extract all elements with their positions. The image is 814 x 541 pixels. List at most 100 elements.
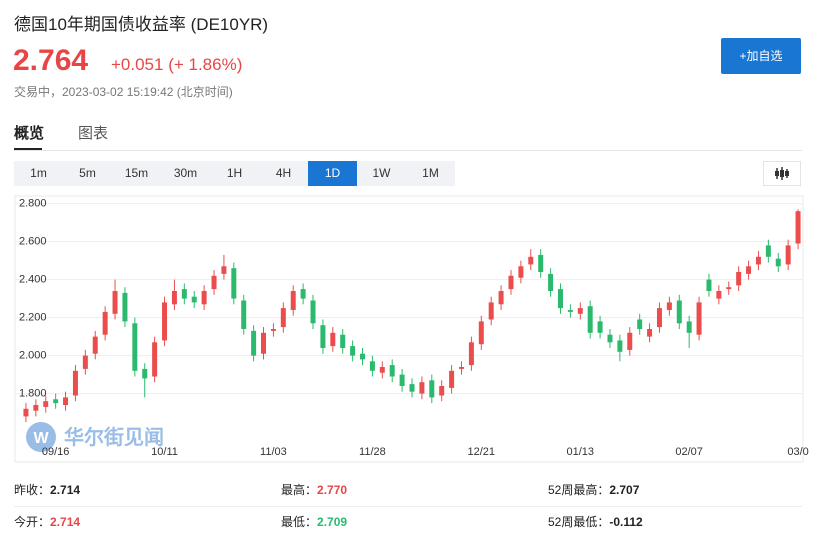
interval-button[interactable]: 5m — [79, 166, 96, 180]
candle-body — [389, 365, 395, 377]
stat-value: 2.714 — [50, 515, 81, 529]
candle-body — [488, 302, 494, 320]
interval-button[interactable]: 15m — [124, 166, 149, 180]
candle-body — [676, 300, 682, 324]
candle-body — [617, 340, 623, 352]
candle-body — [716, 291, 722, 299]
candle-body — [577, 308, 583, 314]
x-tick-label: 09/16 — [42, 446, 70, 458]
candle-body — [637, 319, 643, 329]
candle-body — [72, 370, 78, 396]
x-tick-label: 03/0 — [787, 446, 808, 458]
stat-label: 最低： — [281, 515, 318, 529]
stat-item: 52周最高：2.707 — [548, 481, 639, 498]
y-tick-label: 2.000 — [19, 350, 47, 362]
candle-body — [755, 256, 761, 265]
candle-body — [607, 334, 613, 343]
candle-body — [33, 405, 39, 411]
candle-icon — [775, 167, 789, 180]
stat-value: 2.770 — [317, 483, 348, 497]
interval-button[interactable]: 30m — [173, 166, 198, 180]
interval-button[interactable]: 1H — [226, 166, 243, 180]
candle-body — [409, 384, 415, 392]
candle-body — [340, 334, 346, 348]
candle-body — [320, 325, 326, 348]
stat-label: 52周最低： — [548, 515, 610, 529]
tab[interactable]: 概览 — [14, 125, 45, 142]
separator — [14, 506, 802, 507]
candle-body — [666, 302, 672, 310]
candle-body — [360, 353, 366, 360]
add-watchlist-button[interactable]: +加自选 — [721, 38, 801, 74]
candle-body — [478, 321, 484, 345]
x-tick-label: 10/11 — [151, 446, 178, 458]
candle-body — [330, 332, 336, 347]
candle-body — [548, 273, 554, 291]
candle-body — [241, 300, 247, 329]
candle-body — [23, 408, 29, 417]
candle-body — [270, 329, 276, 331]
candle-body — [399, 374, 405, 386]
x-tick-label: 01/13 — [567, 446, 595, 458]
candle-body — [775, 258, 781, 267]
stat-value: 2.714 — [50, 483, 81, 497]
y-tick-label: 2.600 — [19, 236, 47, 248]
candle-body — [557, 289, 563, 309]
candle-body — [122, 292, 128, 322]
candle-body — [785, 245, 791, 265]
candle-body — [587, 306, 593, 333]
candle-body — [765, 245, 771, 257]
stat-label: 52周最高： — [548, 483, 610, 497]
candle-body — [231, 268, 237, 299]
candle-body — [567, 310, 573, 312]
candle-body — [706, 279, 712, 291]
candle-body — [736, 272, 742, 286]
price: 2.764 — [13, 44, 89, 77]
candle-body — [92, 336, 98, 354]
candle-body — [310, 300, 316, 324]
candle-body — [191, 296, 197, 303]
grid — [15, 203, 803, 395]
candle-body — [726, 287, 732, 290]
interval-button[interactable]: 1m — [30, 166, 47, 180]
title: 德国10年期国债收益率 (DE10YR) — [14, 15, 269, 34]
watermark-logo: W — [26, 422, 56, 452]
stat-label: 最高： — [281, 483, 318, 497]
candle-body — [656, 308, 662, 328]
interval-button[interactable]: 1W — [372, 166, 391, 180]
interval-button[interactable]: 4H — [275, 166, 292, 180]
candle-body — [112, 291, 118, 314]
candle-body — [43, 401, 49, 407]
svg-text:W: W — [33, 430, 49, 447]
candle-body — [369, 361, 375, 371]
candle-body — [221, 266, 227, 274]
stat-item: 52周最低：-0.112 — [548, 513, 643, 530]
separator — [14, 150, 802, 151]
candle-body — [498, 291, 504, 305]
candle-body — [468, 342, 474, 366]
candle-body — [181, 289, 187, 299]
stat-label: 昨收： — [14, 483, 51, 497]
candle-body — [152, 342, 158, 377]
tab[interactable]: 图表 — [78, 125, 109, 142]
candle-body — [746, 266, 752, 274]
stat-value: 2.709 — [317, 515, 348, 529]
chart-type-button[interactable] — [763, 161, 801, 186]
interval-button[interactable]: 1M — [422, 166, 439, 180]
price-change: +0.051 (+ 1.86%) — [111, 55, 243, 74]
candle-body — [528, 256, 534, 265]
candle-body — [538, 254, 544, 272]
candle-body — [696, 302, 702, 335]
chart-frame — [14, 195, 804, 463]
x-tick-label: 11/28 — [359, 446, 386, 458]
candle-body — [795, 211, 801, 244]
candle-body — [162, 302, 168, 341]
interval-button[interactable]: 1D — [308, 161, 357, 186]
y-tick-label: 2.200 — [19, 312, 47, 324]
x-tick-label: 02/07 — [675, 446, 703, 458]
candle-body — [82, 355, 88, 369]
candle-body — [627, 332, 633, 350]
x-tick-label: 11/03 — [260, 446, 287, 458]
candle-body — [63, 397, 69, 405]
